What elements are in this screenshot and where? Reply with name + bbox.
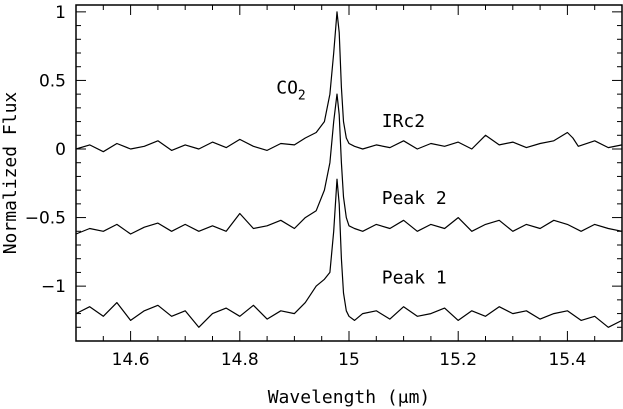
series-labels: IRc2 Peak 2 Peak 1 [382, 111, 447, 288]
x-axis-ticks: 14.6 14.8 15 15.2 15.4 [75, 5, 623, 370]
series-line-peak-2 [75, 93, 623, 235]
annotation-co2-sub: 2 [298, 88, 306, 103]
series-label-irc2: IRc2 [382, 111, 425, 132]
x-tick-label: 15.4 [548, 350, 586, 370]
y-axis-title: Normalized Flux [0, 92, 21, 255]
series-label-peak-2: Peak 2 [382, 188, 447, 209]
annotation-co2-main: CO [276, 77, 298, 98]
y-axis-ticks: 1 0.5 0 −0.5 −1 [25, 3, 622, 342]
y-tick-label: 0 [55, 140, 66, 160]
x-axis-title: Wavelength (μm) [268, 387, 431, 408]
annotation-co2: CO2 [276, 77, 306, 103]
plot-frame [75, 4, 623, 342]
x-tick-label: 14.6 [112, 350, 150, 370]
x-tick-label: 15.2 [439, 350, 477, 370]
y-tick-label: −0.5 [25, 209, 66, 229]
y-tick-label: −1 [41, 277, 66, 297]
y-tick-label: 1 [55, 3, 66, 23]
series-line-peak-1 [75, 178, 623, 328]
y-tick-label: 0.5 [39, 71, 66, 91]
series-label-peak-1: Peak 1 [382, 267, 447, 288]
x-tick-label: 15 [338, 350, 360, 370]
x-tick-label: 14.8 [221, 350, 259, 370]
series-line-irc2 [75, 11, 623, 153]
series-lines [75, 11, 623, 328]
